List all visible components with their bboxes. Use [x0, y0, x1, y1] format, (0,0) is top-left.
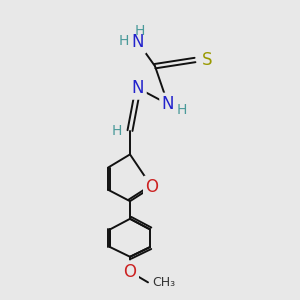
Text: N: N: [132, 79, 144, 97]
Text: CH₃: CH₃: [152, 276, 175, 289]
Text: H: H: [177, 103, 187, 117]
Text: N: N: [162, 95, 174, 113]
Text: O: O: [124, 263, 136, 281]
Text: H: H: [119, 34, 129, 48]
Text: N: N: [132, 33, 144, 51]
Text: S: S: [202, 51, 212, 69]
Text: H: H: [112, 124, 122, 138]
Text: O: O: [146, 178, 158, 196]
Text: H: H: [135, 24, 145, 38]
